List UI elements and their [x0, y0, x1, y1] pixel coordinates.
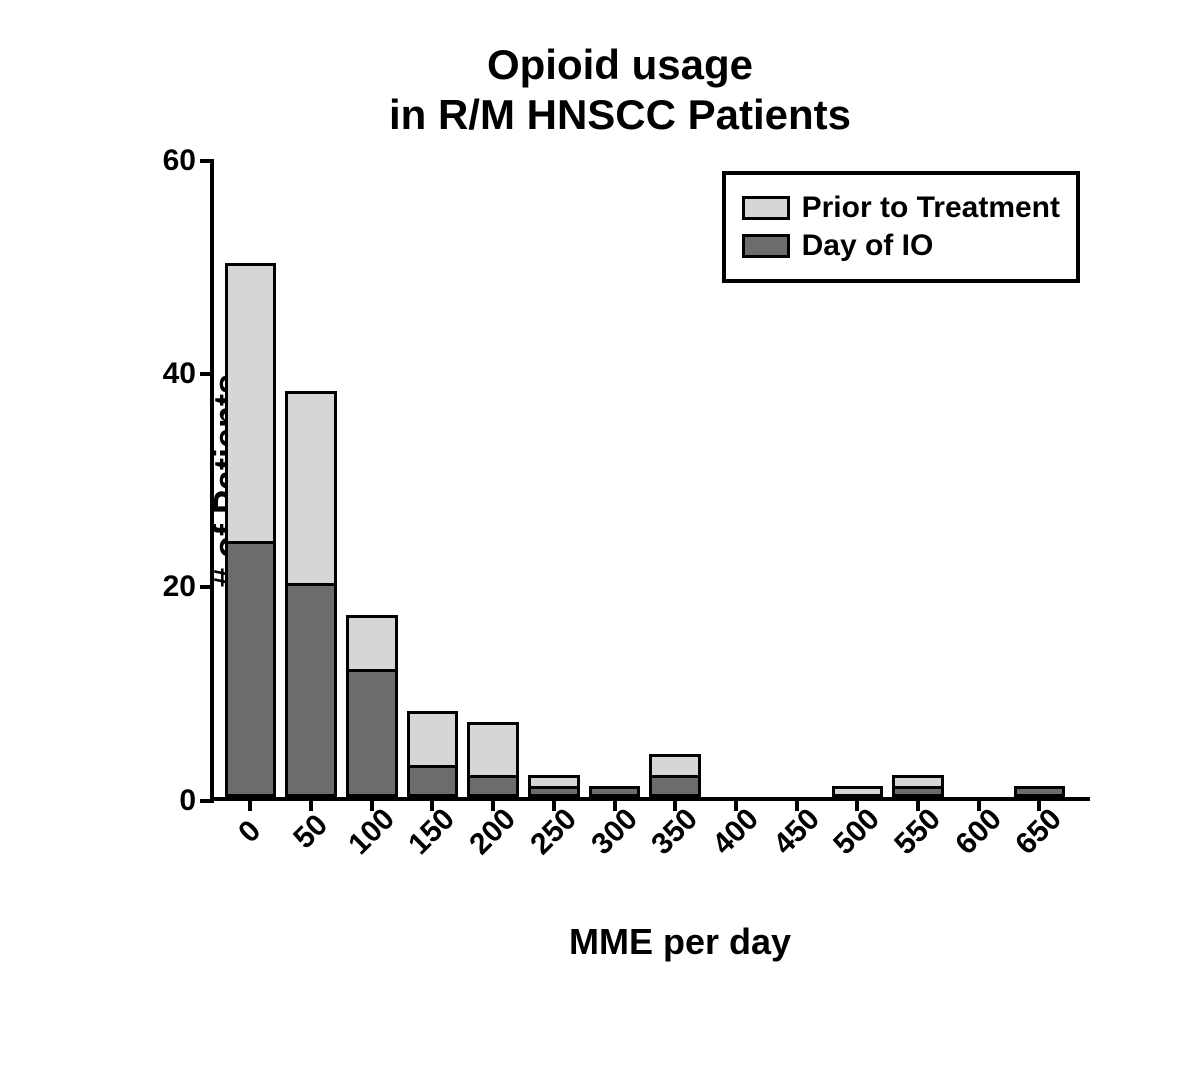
- x-tick-label: 50: [287, 808, 335, 856]
- bar-group: [285, 391, 337, 796]
- y-tick-label: 40: [163, 357, 196, 391]
- x-tick-label: 300: [585, 802, 644, 861]
- bar-segment-prior-to-treatment: [346, 615, 398, 671]
- x-tick-label: 100: [342, 802, 401, 861]
- bar-segment-day-of-io: [225, 541, 277, 797]
- bar-group: [892, 775, 944, 796]
- bar-segment-prior-to-treatment: [225, 263, 277, 543]
- legend-swatch: [742, 196, 790, 220]
- x-tick-label: 0: [232, 814, 268, 850]
- x-tick: [248, 797, 252, 811]
- bar-group: [589, 786, 641, 797]
- legend-swatch: [742, 234, 790, 258]
- bar-segment-day-of-io: [649, 775, 701, 796]
- bar-segment-prior-to-treatment: [649, 754, 701, 778]
- x-tick-label: 500: [828, 802, 887, 861]
- bar-segment-day-of-io: [589, 786, 641, 797]
- plot-area-wrapper: # of Patients Prior to TreatmentDay of I…: [210, 161, 1150, 801]
- bar-group: [1014, 786, 1066, 797]
- plot-area: Prior to TreatmentDay of IO 020406005010…: [210, 161, 1090, 801]
- bar-segment-day-of-io: [407, 765, 459, 797]
- bar-group: [346, 615, 398, 796]
- x-tick-label: 400: [706, 802, 765, 861]
- x-tick-label: 150: [403, 802, 462, 861]
- legend-item: Prior to Treatment: [742, 191, 1060, 225]
- bar-group: [649, 754, 701, 797]
- x-tick-label: 200: [463, 802, 522, 861]
- bar-segment-prior-to-treatment: [832, 786, 884, 797]
- y-tick: [200, 372, 214, 376]
- bar-group: [407, 711, 459, 796]
- bar-segment-prior-to-treatment: [285, 391, 337, 586]
- x-tick-label: 450: [767, 802, 826, 861]
- bar-group: [832, 786, 884, 797]
- x-tick-label: 250: [524, 802, 583, 861]
- legend-label: Day of IO: [802, 229, 934, 263]
- x-tick-label: 600: [949, 802, 1008, 861]
- legend-label: Prior to Treatment: [802, 191, 1060, 225]
- legend-item: Day of IO: [742, 229, 1060, 263]
- bar-segment-day-of-io: [467, 775, 519, 796]
- y-tick-label: 0: [179, 784, 196, 818]
- bar-segment-day-of-io: [1014, 786, 1066, 797]
- chart-container: Opioid usage in R/M HNSCC Patients # of …: [90, 40, 1150, 1040]
- x-tick-label: 350: [646, 802, 705, 861]
- bar-group: [225, 263, 277, 796]
- y-tick-label: 20: [163, 570, 196, 604]
- chart-title-line2: in R/M HNSCC Patients: [90, 90, 1150, 140]
- bar-segment-day-of-io: [285, 583, 337, 796]
- x-axis-label: MME per day: [210, 921, 1150, 963]
- bar-group: [528, 775, 580, 796]
- bar-segment-day-of-io: [346, 669, 398, 797]
- bar-segment-prior-to-treatment: [407, 711, 459, 767]
- y-tick: [200, 159, 214, 163]
- bar-segment-prior-to-treatment: [528, 775, 580, 789]
- bar-group: [467, 722, 519, 797]
- y-tick-label: 60: [163, 144, 196, 178]
- legend: Prior to Treatment Day of IO: [722, 171, 1080, 283]
- x-tick-label: 550: [888, 802, 947, 861]
- chart-title-line1: Opioid usage: [90, 40, 1150, 90]
- y-tick: [200, 799, 214, 803]
- y-tick: [200, 585, 214, 589]
- chart-title: Opioid usage in R/M HNSCC Patients: [90, 40, 1150, 141]
- bar-segment-prior-to-treatment: [892, 775, 944, 789]
- x-tick-label: 650: [1010, 802, 1069, 861]
- bar-segment-prior-to-treatment: [467, 722, 519, 778]
